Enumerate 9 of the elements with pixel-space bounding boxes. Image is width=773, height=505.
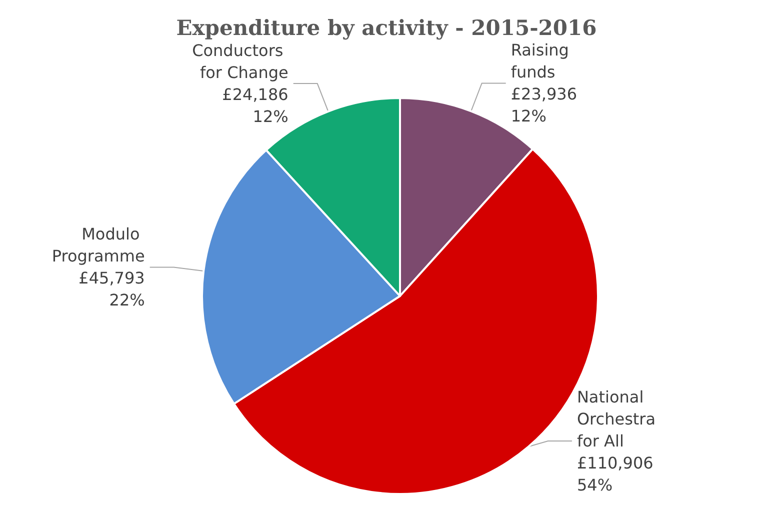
slice-label: Raising funds — [510, 40, 574, 82]
slice-label: National Orchestra for All — [576, 388, 661, 450]
data-label: £24,186 12% — [222, 85, 288, 126]
chart-title: Expenditure by activity - 2015-2016 — [176, 15, 597, 40]
slice-label: Modulo Programme — [52, 224, 145, 266]
data-label: £23,936 12% — [510, 84, 578, 126]
slice-label: Conductors for Change — [192, 41, 288, 82]
data-label: £110,906 54% — [576, 454, 654, 494]
data-label: £45,793 22% — [78, 268, 145, 310]
